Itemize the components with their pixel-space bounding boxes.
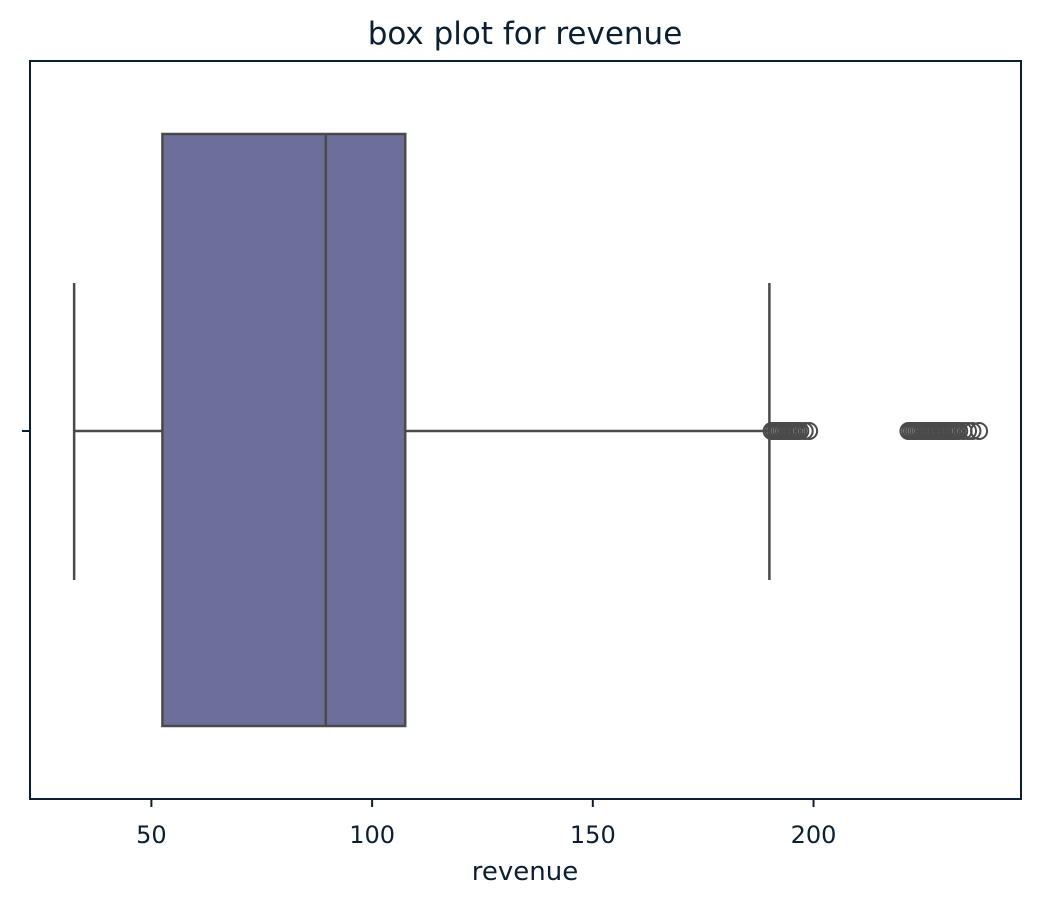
outlier-point (950, 422, 969, 440)
outlier-point (959, 422, 978, 440)
x-tick-label: 100 (349, 821, 395, 849)
plot-area (22, 60, 1022, 800)
outlier-point (795, 422, 814, 440)
iqr-box (161, 132, 407, 728)
outlier-point (791, 422, 810, 440)
outlier-point (963, 422, 982, 440)
chart-title: box plot for revenue (368, 16, 683, 52)
x-axis-ticks: 50 100 150 200 (136, 799, 836, 849)
x-axis-label: revenue (472, 857, 578, 887)
outlier-point (970, 422, 989, 440)
outlier-point (800, 422, 819, 440)
x-tick-label: 200 (791, 821, 837, 849)
x-tick-label: 50 (136, 821, 167, 849)
x-tick-label: 150 (570, 821, 616, 849)
